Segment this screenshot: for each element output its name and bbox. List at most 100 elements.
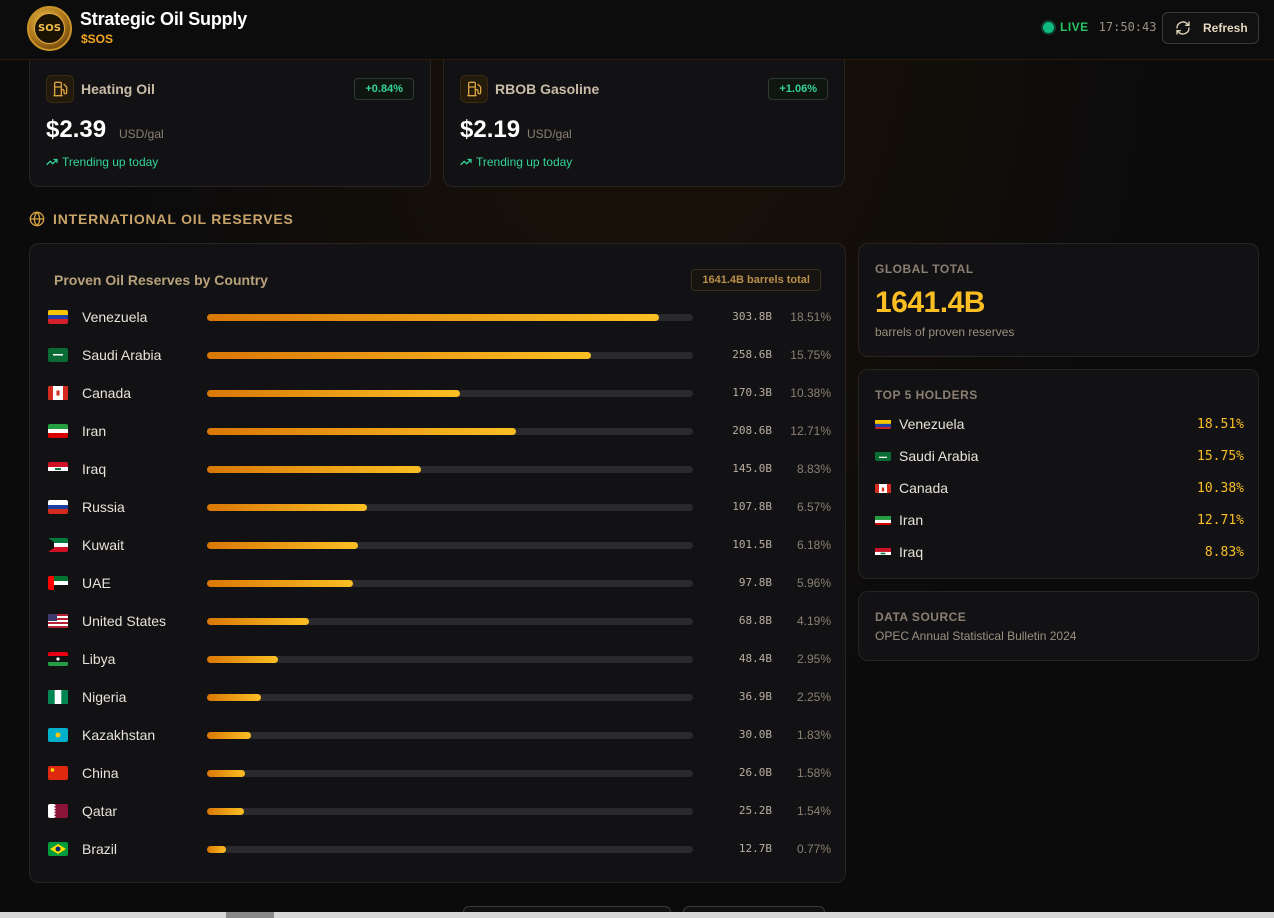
price-card-heating-oil: Heating Oil +0.84% $2.39 USD/gal Trendin… bbox=[29, 55, 431, 187]
reserve-percent: 0.77% bbox=[796, 842, 831, 856]
country-name: UAE bbox=[82, 575, 111, 591]
country-name: Canada bbox=[82, 385, 132, 401]
trend-text: Trending up today bbox=[476, 155, 573, 169]
reserve-value: 258.6B bbox=[732, 348, 772, 361]
fuel-pump-icon bbox=[46, 75, 74, 103]
holder-name: Venezuela bbox=[899, 416, 965, 432]
trending-up-icon bbox=[46, 158, 58, 166]
reserve-bar-fill bbox=[207, 390, 460, 397]
refresh-label: Refresh bbox=[1203, 21, 1248, 35]
reserve-value: 26.0B bbox=[738, 766, 772, 779]
holder-percent: 10.38% bbox=[1197, 481, 1244, 496]
top-holder-saudi-arabia: Saudi Arabia 15.75% bbox=[875, 447, 1244, 467]
flag-saudi-arabia-icon bbox=[48, 348, 68, 362]
country-name: Qatar bbox=[82, 803, 118, 819]
reserves-row-united-states: United States 68.8B 4.19% bbox=[46, 609, 831, 633]
reserve-bar-fill bbox=[207, 770, 246, 777]
reserves-row-venezuela: Venezuela 303.8B 18.51% bbox=[46, 305, 831, 329]
reserve-percent: 2.95% bbox=[796, 652, 831, 666]
reserve-bar-track bbox=[207, 580, 693, 587]
holder-percent: 15.75% bbox=[1197, 449, 1244, 464]
top-holders-label: TOP 5 HOLDERS bbox=[875, 388, 978, 402]
country-name: Russia bbox=[82, 499, 125, 515]
price-unit: USD/gal bbox=[119, 127, 164, 141]
data-source-value: OPEC Annual Statistical Bulletin 2024 bbox=[875, 629, 1077, 643]
reserve-bar-fill bbox=[207, 428, 516, 435]
price-card-rbob-gasoline: RBOB Gasoline +1.06% $2.19 USD/gal Trend… bbox=[443, 55, 845, 187]
top-holder-iran: Iran 12.71% bbox=[875, 511, 1244, 531]
reserve-percent: 2.25% bbox=[796, 690, 831, 704]
global-total-card: GLOBAL TOTAL 1641.4B barrels of proven r… bbox=[858, 243, 1259, 357]
reserves-row-nigeria: Nigeria 36.9B 2.25% bbox=[46, 685, 831, 709]
reserve-value: 25.2B bbox=[738, 804, 772, 817]
reserves-chart-title: Proven Oil Reserves by Country bbox=[54, 272, 268, 288]
flag-nigeria-icon bbox=[48, 690, 68, 704]
country-name: Venezuela bbox=[82, 309, 148, 325]
global-total-label: GLOBAL TOTAL bbox=[875, 262, 974, 276]
price-change-badge: +1.06% bbox=[768, 78, 828, 100]
flag-libya-icon bbox=[48, 652, 68, 666]
reserves-row-kazakhstan: Kazakhstan 30.0B 1.83% bbox=[46, 723, 831, 747]
top-holder-iraq: Iraq 8.83% bbox=[875, 543, 1244, 563]
reserve-value: 107.8B bbox=[732, 500, 772, 513]
top-holders-card: TOP 5 HOLDERS Venezuela 18.51% Saudi Arabi… bbox=[858, 369, 1259, 579]
reserve-bar-track bbox=[207, 618, 693, 625]
reserve-bar-fill bbox=[207, 808, 244, 815]
top-holder-venezuela: Venezuela 18.51% bbox=[875, 415, 1244, 435]
reserves-row-iraq: Iraq 145.0B 8.83% bbox=[46, 457, 831, 481]
reserve-bar-track bbox=[207, 694, 693, 701]
flag-canada-icon bbox=[875, 482, 891, 493]
app-header: SOS Strategic Oil Supply $SOS LIVE 17:50… bbox=[0, 0, 1274, 60]
reserve-bar-track bbox=[207, 390, 693, 397]
global-total-value: 1641.4B bbox=[875, 286, 985, 319]
reserve-bar-track bbox=[207, 314, 693, 321]
reserve-bar-fill bbox=[207, 352, 591, 359]
reserve-value: 12.7B bbox=[738, 842, 772, 855]
flag-venezuela-icon bbox=[875, 418, 891, 429]
reserve-value: 97.8B bbox=[738, 576, 772, 589]
reserve-percent: 8.83% bbox=[796, 462, 831, 476]
country-name: Kazakhstan bbox=[82, 727, 156, 743]
holder-percent: 18.51% bbox=[1197, 417, 1244, 432]
country-name: Libya bbox=[82, 651, 116, 667]
holder-name: Canada bbox=[899, 480, 949, 496]
country-name: Saudi Arabia bbox=[82, 347, 162, 363]
reserve-percent: 4.19% bbox=[796, 614, 831, 628]
reserves-row-iran: Iran 208.6B 12.71% bbox=[46, 419, 831, 443]
price-unit: USD/gal bbox=[527, 127, 572, 141]
reserve-bar-track bbox=[207, 542, 693, 549]
flag-china-icon bbox=[48, 766, 68, 780]
logo-text: SOS bbox=[34, 13, 65, 44]
reserve-bar-track bbox=[207, 808, 693, 815]
reserve-value: 303.8B bbox=[732, 310, 772, 323]
reserve-bar-fill bbox=[207, 732, 252, 739]
reserve-percent: 1.83% bbox=[796, 728, 831, 742]
reserve-bar-track bbox=[207, 656, 693, 663]
price-change-badge: +0.84% bbox=[354, 78, 414, 100]
reserves-row-saudi-arabia: Saudi Arabia 258.6B 15.75% bbox=[46, 343, 831, 367]
refresh-button[interactable]: Refresh bbox=[1162, 12, 1259, 44]
horizontal-scrollbar[interactable] bbox=[0, 912, 1274, 918]
live-indicator: LIVE 17:50:43 bbox=[1043, 20, 1156, 34]
globe-icon bbox=[29, 211, 45, 227]
section-title-reserves: INTERNATIONAL OIL RESERVES bbox=[29, 211, 294, 227]
reserves-row-uae: UAE 97.8B 5.96% bbox=[46, 571, 831, 595]
flag-venezuela-icon bbox=[48, 310, 68, 324]
flag-kazakhstan-icon bbox=[48, 728, 68, 742]
refresh-icon bbox=[1176, 21, 1190, 35]
live-time: 17:50:43 bbox=[1098, 20, 1157, 34]
reserve-value: 170.3B bbox=[732, 386, 772, 399]
reserve-bar-fill bbox=[207, 656, 279, 663]
country-name: Brazil bbox=[82, 841, 118, 857]
flag-brazil-icon bbox=[48, 842, 68, 856]
global-total-subtitle: barrels of proven reserves bbox=[875, 325, 1015, 339]
reserve-bar-track bbox=[207, 732, 693, 739]
reserves-row-china: China 26.0B 1.58% bbox=[46, 761, 831, 785]
reserve-bar-fill bbox=[207, 618, 310, 625]
holder-name: Saudi Arabia bbox=[899, 448, 979, 464]
reserve-percent: 10.38% bbox=[790, 386, 831, 400]
reserve-bar-fill bbox=[207, 694, 262, 701]
reserve-value: 30.0B bbox=[738, 728, 772, 741]
scrollbar-thumb[interactable] bbox=[226, 912, 274, 918]
reserve-value: 145.0B bbox=[732, 462, 772, 475]
